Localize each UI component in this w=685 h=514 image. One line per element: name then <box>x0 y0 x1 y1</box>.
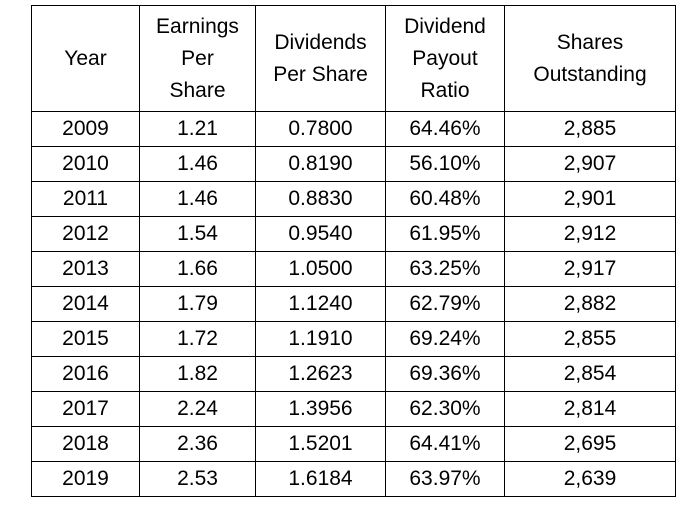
table-cell: 0.7800 <box>255 111 386 147</box>
header-text: Shares <box>556 30 624 54</box>
table-cell: 1.46 <box>139 146 256 182</box>
table-cell: 1.66 <box>139 251 256 287</box>
header-text: Year <box>64 46 107 70</box>
header-text: Ratio <box>420 78 470 102</box>
table-cell: 60.48% <box>385 181 505 217</box>
table-cell: 63.97% <box>385 461 505 497</box>
header-text: Earnings <box>156 14 239 38</box>
table-cell: 1.6184 <box>255 461 386 497</box>
table-row: 2017 2.24 1.3956 62.30% 2,814 <box>31 391 676 427</box>
header-cell: Dividend Payout Ratio <box>385 5 505 112</box>
table-cell: 2,907 <box>504 146 676 182</box>
table-cell: 2015 <box>31 321 140 357</box>
table-cell: 64.41% <box>385 426 505 462</box>
table-cell: 2,901 <box>504 181 676 217</box>
table-cell: 2,854 <box>504 356 676 392</box>
table-cell: 1.1910 <box>255 321 386 357</box>
table-cell: 64.46% <box>385 111 505 147</box>
table-cell: 2,695 <box>504 426 676 462</box>
header-text: Dividend <box>404 14 486 38</box>
table-cell: 62.30% <box>385 391 505 427</box>
table-cell: 0.8190 <box>255 146 386 182</box>
table-row: 2016 1.82 1.2623 69.36% 2,854 <box>31 356 676 392</box>
table-wrap: Year Earnings Per Share Dividends Per Share Di… <box>31 5 676 497</box>
table-cell: 1.0500 <box>255 251 386 287</box>
table-cell: 1.82 <box>139 356 256 392</box>
table-cell: 2010 <box>31 146 140 182</box>
table-cell: 2016 <box>31 356 140 392</box>
header-text: Payout <box>412 46 478 70</box>
header-cell: Earnings Per Share <box>139 5 256 112</box>
header-text: Outstanding <box>533 62 647 86</box>
table-cell: 2,885 <box>504 111 676 147</box>
table-cell: 0.9540 <box>255 216 386 252</box>
table-cell: 1.72 <box>139 321 256 357</box>
table-cell: 2013 <box>31 251 140 287</box>
table-cell: 2017 <box>31 391 140 427</box>
table-cell: 2,814 <box>504 391 676 427</box>
header-cell: Dividends Per Share <box>255 5 386 112</box>
table-cell: 2.24 <box>139 391 256 427</box>
header-text: Share <box>169 78 226 102</box>
table-cell: 61.95% <box>385 216 505 252</box>
table-row: 2019 2.53 1.6184 63.97% 2,639 <box>31 461 676 497</box>
table-cell: 1.46 <box>139 181 256 217</box>
table-row: 2012 1.54 0.9540 61.95% 2,912 <box>31 216 676 252</box>
table-row: 2015 1.72 1.1910 69.24% 2,855 <box>31 321 676 357</box>
table-cell: 2009 <box>31 111 140 147</box>
header-text: Per <box>181 46 214 70</box>
table-cell: 2018 <box>31 426 140 462</box>
table-cell: 2014 <box>31 286 140 322</box>
table-row: 2013 1.66 1.0500 63.25% 2,917 <box>31 251 676 287</box>
header-text: Dividends <box>274 30 367 54</box>
table-cell: 1.21 <box>139 111 256 147</box>
table-cell: 2,855 <box>504 321 676 357</box>
header-cell: Year <box>31 5 140 112</box>
header-row: Year Earnings Per Share Dividends Per Share Di… <box>31 5 676 112</box>
data-table: Year Earnings Per Share Dividends Per Share Di… <box>31 5 676 497</box>
table-cell: 69.24% <box>385 321 505 357</box>
table-cell: 1.3956 <box>255 391 386 427</box>
table-cell: 2,882 <box>504 286 676 322</box>
table-cell: 0.8830 <box>255 181 386 217</box>
table-cell: 2.36 <box>139 426 256 462</box>
table-cell: 1.5201 <box>255 426 386 462</box>
table-cell: 2019 <box>31 461 140 497</box>
table-cell: 2012 <box>31 216 140 252</box>
table-cell: 2.53 <box>139 461 256 497</box>
table-cell: 2011 <box>31 181 140 217</box>
table-cell: 2,917 <box>504 251 676 287</box>
table-row: 2011 1.46 0.8830 60.48% 2,901 <box>31 181 676 217</box>
table-cell: 69.36% <box>385 356 505 392</box>
table-row: 2018 2.36 1.5201 64.41% 2,695 <box>31 426 676 462</box>
table-row: 2014 1.79 1.1240 62.79% 2,882 <box>31 286 676 322</box>
table-cell: 1.1240 <box>255 286 386 322</box>
header-text: Per Share <box>273 62 368 86</box>
table-row: 2009 1.21 0.7800 64.46% 2,885 <box>31 111 676 147</box>
table-body: 2009 1.21 0.7800 64.46% 2,885 2010 1.46 0.8190 5… <box>31 111 676 497</box>
table-cell: 56.10% <box>385 146 505 182</box>
table-cell: 1.79 <box>139 286 256 322</box>
table-cell: 2,912 <box>504 216 676 252</box>
table-row: 2010 1.46 0.8190 56.10% 2,907 <box>31 146 676 182</box>
table-cell: 63.25% <box>385 251 505 287</box>
header-cell: Shares Outstanding <box>504 5 676 112</box>
table-cell: 1.2623 <box>255 356 386 392</box>
table-cell: 62.79% <box>385 286 505 322</box>
table-cell: 2,639 <box>504 461 676 497</box>
table-cell: 1.54 <box>139 216 256 252</box>
